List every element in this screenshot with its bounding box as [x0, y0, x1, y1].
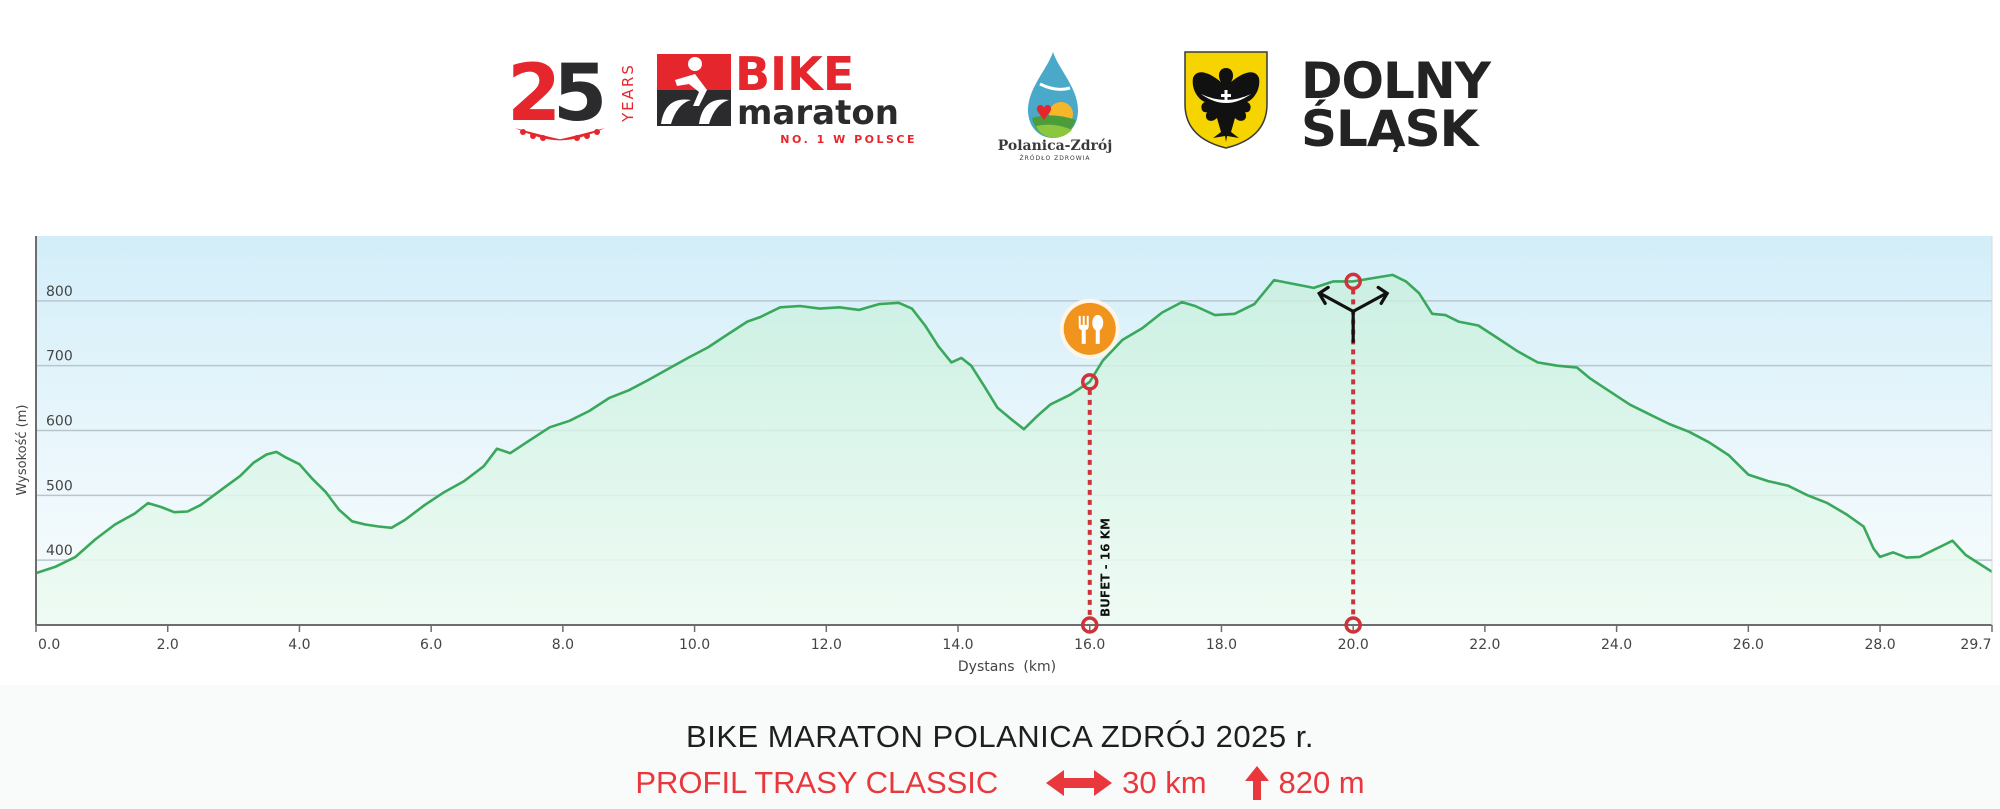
y-axis-label: Wysokość (m): [15, 405, 30, 496]
double-arrow-horizontal-icon: [1045, 769, 1112, 796]
dolny-word: DOLNY: [1301, 52, 1492, 110]
y-tick-label: 500: [46, 478, 73, 494]
bike-maraton-logo: BIKE maraton NO. 1 W POLSCE: [657, 50, 917, 146]
laurel-icon: [515, 128, 605, 141]
y-tick-label: 400: [46, 543, 73, 559]
route-split-icon: [1317, 285, 1390, 343]
x-tick-label: 22.0: [1469, 637, 1500, 653]
elevation-profile-svg: 400 500 600 700 800 0.0 2.0 4.0 6.0 8.0 10.0 12.0 1…: [15, 236, 1993, 675]
polanica-zdroj-logo: Polanica-Zdrój ŹRÓDŁO ZDROWIA: [998, 52, 1113, 162]
annotations: BUFET - 16 KM: [1059, 272, 1390, 634]
x-tick-label: 18.0: [1206, 637, 1237, 653]
sponsor-logos: 2 5 YEARS BIKE maraton NO. 1 W POLSCE: [0, 0, 2000, 170]
x-tick-label: 6.0: [420, 637, 442, 653]
bike-word: BIKE: [735, 50, 854, 101]
profile-label: PROFIL TRASY CLASSIC: [635, 764, 999, 800]
polanica-tagline: ŹRÓDŁO ZDROWIA: [1019, 154, 1090, 162]
elevation-line: [35, 273, 1993, 575]
route-summary: PROFIL TRASY CLASSIC 30 km 820 m: [0, 763, 2000, 801]
maraton-word: maraton: [737, 93, 899, 133]
anniversary-digit-5: 5: [553, 50, 607, 139]
anniversary-digit-2: 2: [507, 50, 555, 139]
distance-value: 30 km: [1122, 764, 1207, 800]
fork-spoon-icon: [1059, 298, 1120, 359]
y-tick-label: 800: [46, 284, 73, 300]
x-tick-label: 4.0: [288, 637, 310, 653]
elevation-area: [36, 274, 1992, 625]
x-tick-label: 16.0: [1074, 637, 1105, 653]
x-tick-label: 20.0: [1338, 637, 1369, 653]
y-tick-label: 700: [46, 349, 73, 365]
x-tick-label: 12.0: [811, 637, 842, 653]
cyclist-icon: [657, 54, 731, 126]
x-tick-label: 8.0: [552, 637, 574, 653]
eagle-coat-of-arms-icon: [1184, 51, 1268, 149]
x-tick-label: 0.0: [38, 637, 60, 653]
x-tick-labels: 0.0 2.0 4.0 6.0 8.0 10.0 12.0 14.0 16.0 18.0 20.0 2…: [35, 625, 1993, 653]
marker-top-circle: [1080, 373, 1099, 391]
ascent-value: 820 m: [1278, 764, 1365, 800]
x-tick-label: 24.0: [1601, 637, 1632, 653]
arrow-up-icon: [1244, 765, 1269, 800]
marker-base-circle: [1080, 616, 1099, 634]
x-tick-label: 26.0: [1733, 637, 1764, 653]
x-tick-label: 2.0: [157, 637, 179, 653]
bike-maraton-tagline: NO. 1 W POLSCE: [780, 133, 917, 146]
elevation-chart: 400 500 600 700 800 0.0 2.0 4.0 6.0 8.0 10.0 12.0 1…: [0, 225, 2000, 685]
annotation-route-split[interactable]: [1317, 272, 1390, 634]
annotation-food-station[interactable]: BUFET - 16 KM: [1059, 298, 1120, 634]
x-tick-label: 28.0: [1864, 637, 1895, 653]
food-station-label: BUFET - 16 KM: [1099, 518, 1113, 617]
marker-base-circle: [1344, 616, 1362, 634]
slask-word: ŚLĄSK: [1301, 99, 1481, 152]
y-tick-label: 600: [46, 414, 73, 430]
x-tick-label: 10.0: [679, 637, 710, 653]
event-title: BIKE MARATON POLANICA ZDRÓJ 2025 r.: [686, 719, 1314, 754]
dolny-slask-logo: DOLNY ŚLĄSK: [1184, 51, 1493, 152]
anniversary-logo: 2 5 YEARS: [507, 50, 635, 141]
anniversary-years: YEARS: [619, 63, 635, 123]
x-tick-label: 14.0: [942, 637, 973, 653]
water-drop-icon: [1028, 52, 1078, 138]
footer: BIKE MARATON POLANICA ZDRÓJ 2025 r. PROF…: [0, 685, 2000, 809]
marker-top-circle: [1344, 272, 1362, 291]
x-axis-label: Dystans (km): [958, 659, 1056, 675]
x-tick-label: 29.7: [1960, 637, 1991, 653]
y-tick-labels: 400 500 600 700 800: [46, 284, 73, 559]
polanica-name: Polanica-Zdrój: [998, 138, 1113, 154]
